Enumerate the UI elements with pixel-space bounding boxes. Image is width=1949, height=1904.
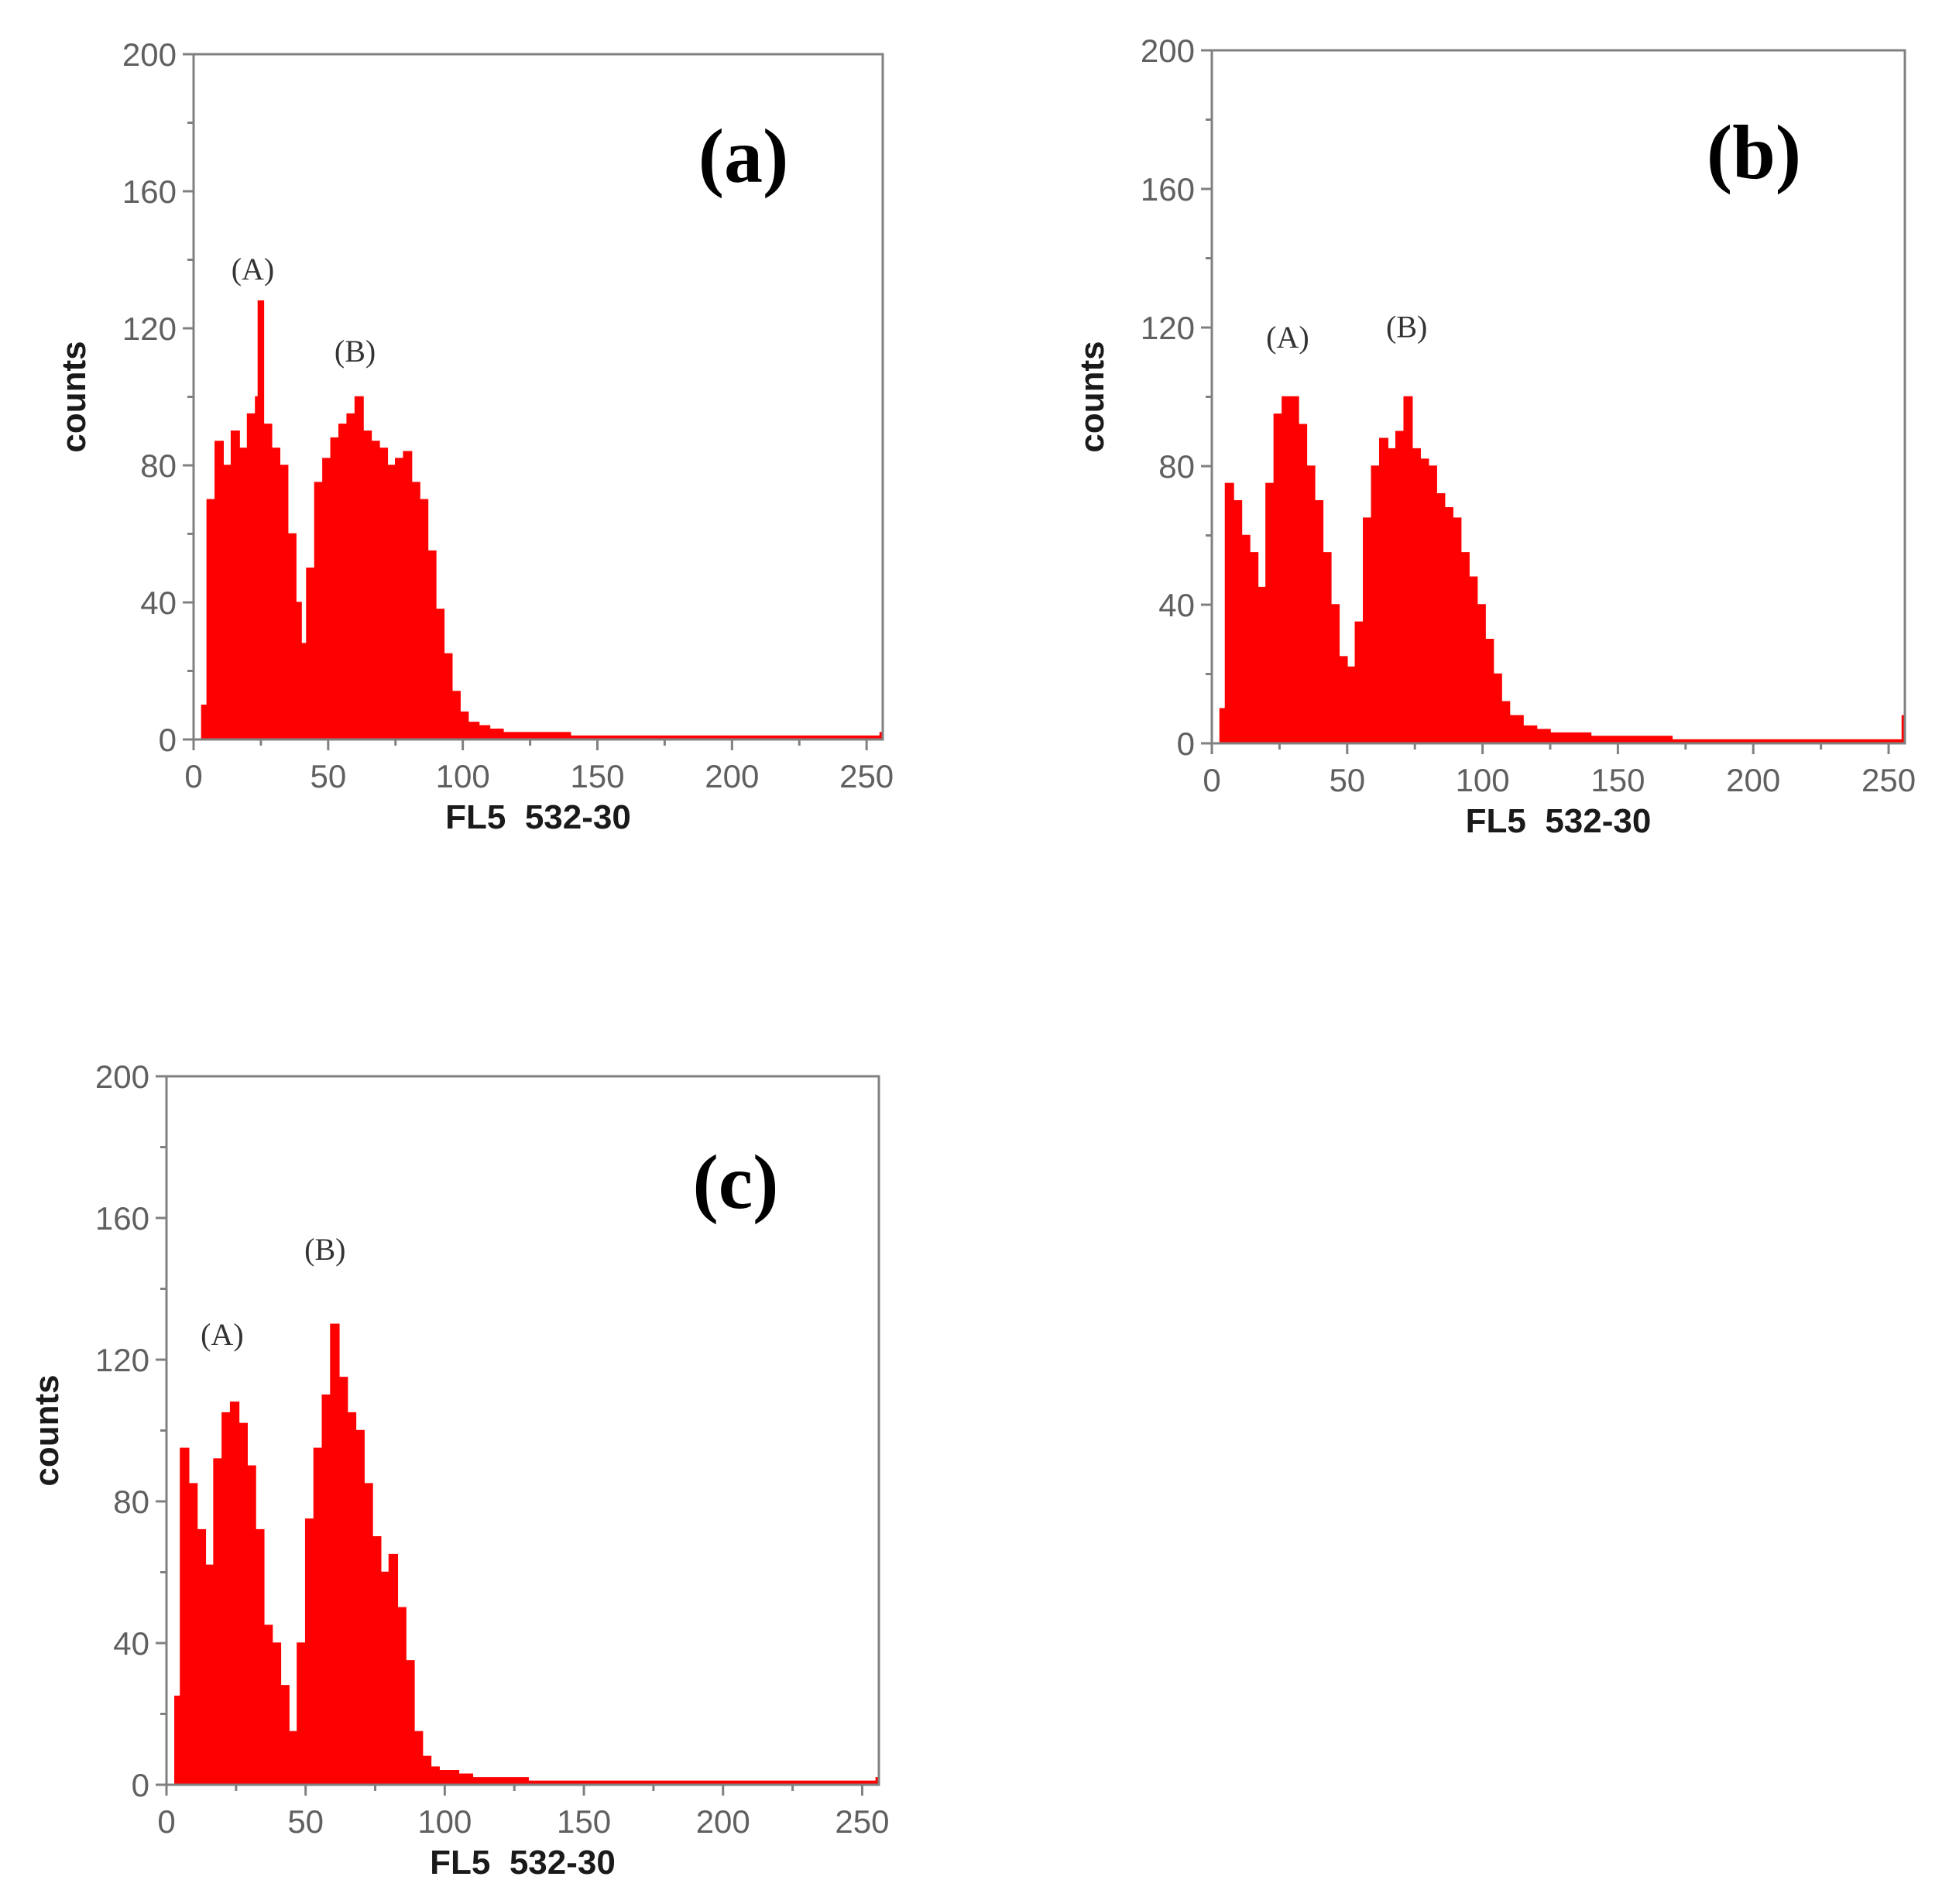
x-tick-label: 150	[557, 1803, 611, 1840]
y-tick-label: 0	[159, 722, 177, 758]
y-tick-label: 0	[132, 1767, 149, 1803]
y-tick-label: 200	[122, 36, 177, 73]
x-tick-label: 150	[570, 758, 624, 794]
x-tick-label: 200	[705, 758, 759, 794]
histogram-area	[1219, 396, 1906, 744]
y-tick-label: 80	[113, 1484, 149, 1520]
panel-label: (c)	[693, 1139, 779, 1225]
x-tick-label: 250	[835, 1803, 889, 1840]
peak-label: (B)	[335, 334, 376, 369]
x-tick-label: 250	[839, 758, 894, 794]
histogram-area	[201, 300, 884, 740]
peak-label: (A)	[232, 252, 275, 286]
x-tick-label: 50	[287, 1803, 324, 1840]
x-tick-label: 0	[1203, 762, 1220, 798]
x-axis-label: FL5 532-30	[445, 798, 631, 836]
x-tick-label: 50	[310, 758, 346, 794]
histogram-panel-c: 0 40 80 120 160 200 0 50 100 150 200 250 FL5 532-30 c…	[28, 1058, 889, 1882]
histogram-area	[174, 1323, 880, 1786]
y-tick-label: 40	[140, 585, 177, 621]
x-tick-label: 150	[1590, 762, 1645, 798]
x-tick-label: 100	[436, 758, 490, 794]
peak-label: (A)	[1266, 320, 1309, 355]
y-tick-label: 80	[140, 448, 177, 484]
peak-label: (A)	[201, 1317, 244, 1352]
x-tick-label: 0	[157, 1803, 175, 1840]
y-tick-label: 0	[1177, 726, 1195, 762]
y-tick-label: 40	[113, 1625, 149, 1662]
y-tick-label: 160	[1141, 171, 1195, 208]
y-tick-label: 160	[122, 173, 177, 210]
x-tick-label: 200	[1726, 762, 1780, 798]
x-tick-label: 100	[417, 1803, 472, 1840]
peak-label: (B)	[1386, 309, 1427, 344]
y-axis-label: counts	[55, 341, 93, 452]
y-tick-label: 120	[95, 1342, 149, 1378]
x-tick-label: 250	[1862, 762, 1916, 798]
y-tick-label: 200	[95, 1058, 149, 1095]
x-tick-label: 200	[696, 1803, 750, 1840]
y-tick-label: 120	[122, 310, 177, 347]
histogram-panel-b: 0 40 80 120 160 200 0 50 100 150 200 250 FL5 532-30 c…	[1073, 33, 1916, 840]
peak-label: (B)	[304, 1232, 345, 1267]
x-tick-label: 0	[184, 758, 202, 794]
histogram-panel-a: 0 40 80 120 160 200 0 50 100 150 200 250 FL5 532-30 c…	[55, 36, 894, 836]
y-tick-label: 200	[1141, 33, 1195, 69]
x-tick-label: 100	[1456, 762, 1510, 798]
x-axis-label: FL5 532-30	[430, 1844, 616, 1882]
y-tick-label: 160	[95, 1200, 149, 1237]
panel-label: (b)	[1707, 109, 1801, 195]
y-axis-label: counts	[28, 1374, 66, 1486]
x-tick-label: 50	[1329, 762, 1365, 798]
y-tick-label: 40	[1158, 587, 1195, 623]
y-tick-label: 120	[1141, 310, 1195, 346]
x-axis-label: FL5 532-30	[1466, 802, 1652, 840]
y-axis-label: counts	[1073, 341, 1111, 452]
y-tick-label: 80	[1158, 448, 1195, 485]
panel-label: (a)	[698, 113, 789, 199]
